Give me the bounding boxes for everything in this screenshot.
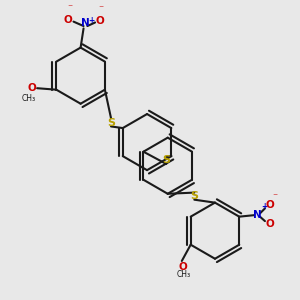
Text: S: S xyxy=(162,155,170,165)
Text: O: O xyxy=(64,15,73,25)
Text: O: O xyxy=(265,219,274,229)
Text: CH₃: CH₃ xyxy=(21,94,35,103)
Text: +: + xyxy=(88,16,94,25)
Text: ⁻: ⁻ xyxy=(272,192,277,202)
Text: S: S xyxy=(190,191,198,201)
Text: ⁻: ⁻ xyxy=(67,4,72,14)
Text: O: O xyxy=(27,83,36,93)
Text: O: O xyxy=(178,262,187,272)
Text: O: O xyxy=(265,200,274,210)
Text: CH₃: CH₃ xyxy=(176,270,190,279)
Text: S: S xyxy=(107,118,115,128)
Text: +: + xyxy=(261,202,268,211)
Text: N: N xyxy=(254,210,262,220)
Text: O: O xyxy=(95,16,104,26)
Text: N: N xyxy=(81,18,89,28)
Text: ⁻: ⁻ xyxy=(99,4,104,14)
